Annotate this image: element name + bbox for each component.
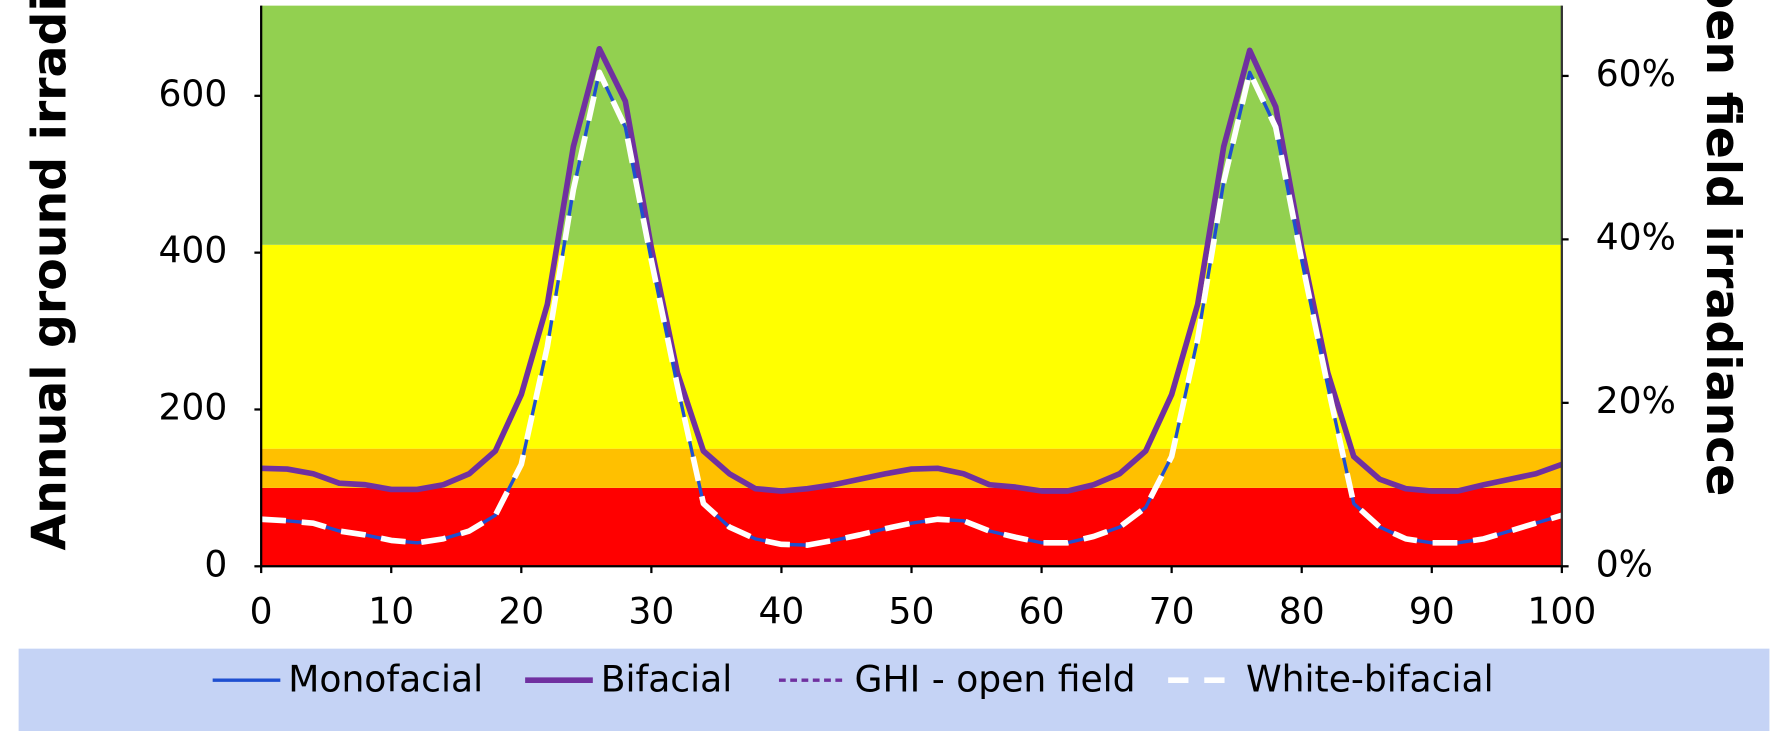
legend-label: Bifacial: [601, 658, 733, 700]
band: [261, 5, 1562, 245]
x-tick-label: 50: [889, 591, 935, 633]
y-axis-title: Annual ground irradiance: [22, 0, 77, 551]
lines: [260, 45, 1563, 548]
y-tick-label: 200: [158, 386, 227, 428]
y-tick-label: 600: [158, 73, 227, 115]
y-tick-label: 400: [158, 230, 227, 272]
x-tick-label: 80: [1279, 591, 1325, 633]
legend-label: GHI - open field: [855, 658, 1136, 700]
y2-tick-label: 0%: [1596, 543, 1653, 585]
x-tick-label: 60: [1019, 591, 1065, 633]
x-tick-label: 100: [1527, 591, 1596, 633]
x-tick-label: 20: [498, 591, 544, 633]
x-tick-label: 70: [1149, 591, 1195, 633]
legend-box: [18, 648, 1770, 731]
band: [261, 244, 1562, 449]
legend-label: Monofacial: [288, 658, 483, 700]
x-tick-label: 90: [1409, 591, 1455, 633]
legend: Monofacial Bifacial GHI - open field White-…: [212, 658, 1494, 700]
y2-axis-title: open field irradiance: [1695, 0, 1750, 496]
axes: 0 200 400 600 0% 20% 40% 60% 0 10 20 30 40 50 60 70 80 90…: [158, 5, 1676, 633]
series-line: [260, 69, 1563, 548]
band: [261, 487, 1562, 567]
y2-tick-label: 60%: [1596, 53, 1676, 95]
legend-label: White-bifacial: [1246, 658, 1494, 700]
y2-tick-label: 40%: [1596, 216, 1676, 258]
x-tick-label: 30: [628, 591, 674, 633]
x-tick-label: 10: [368, 591, 414, 633]
x-tick-label: 0: [250, 591, 273, 633]
x-tick-label: 40: [758, 591, 804, 633]
y-tick-label: 0: [204, 543, 227, 585]
series-line: [261, 45, 1563, 494]
y2-tick-label: 20%: [1596, 380, 1676, 422]
